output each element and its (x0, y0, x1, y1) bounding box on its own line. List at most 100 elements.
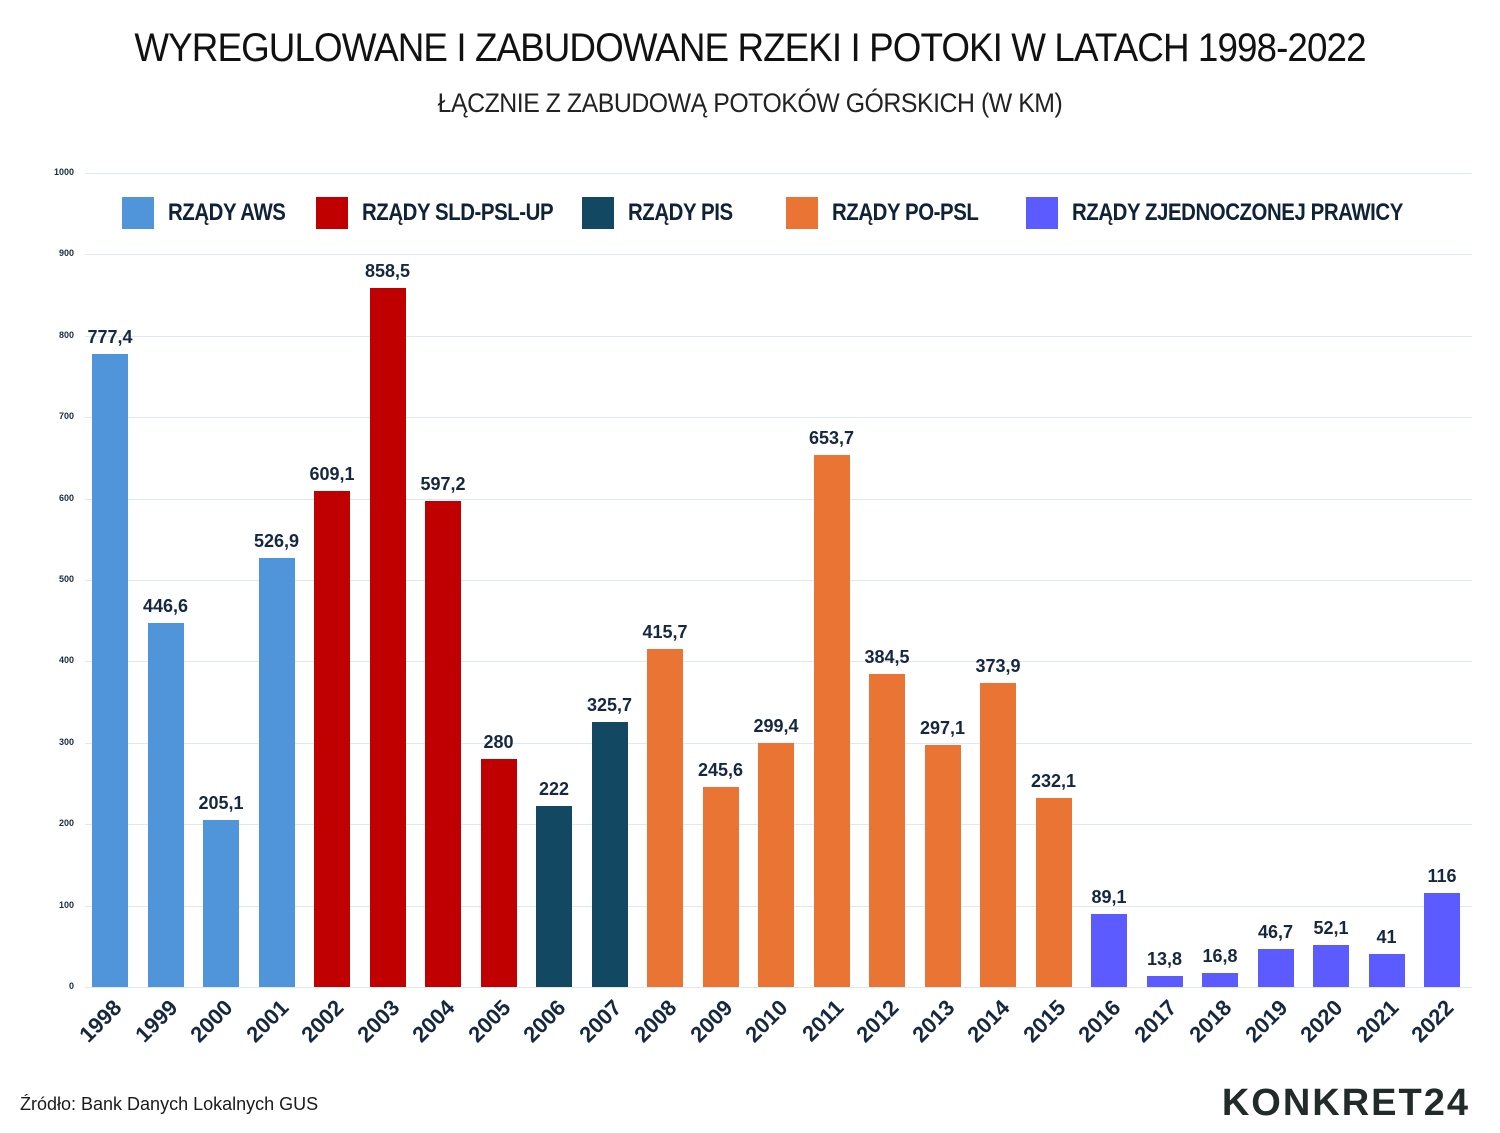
y-tick-label: 200 (58, 818, 74, 829)
bar-2007 (591, 721, 628, 987)
x-tick-label: 2022 (1406, 994, 1459, 1048)
bar-2001 (258, 558, 295, 987)
bar-value-label: 777,4 (87, 327, 133, 348)
x-tick-label: 2009 (684, 994, 737, 1048)
bar-value-label: 52,1 (1313, 917, 1349, 938)
y-tick-label: 1000 (53, 167, 74, 177)
bar-2016 (1091, 914, 1127, 987)
bar-2015 (1035, 798, 1072, 987)
bar-value-label: 325,7 (586, 694, 633, 715)
bar-2011 (813, 454, 850, 987)
gridline (85, 987, 1472, 988)
bar-value-label: 205,1 (198, 793, 244, 814)
legend-swatch (786, 197, 818, 229)
gridline (85, 580, 1472, 581)
bar-value-label: 46,7 (1257, 921, 1294, 942)
x-tick-label: 2007 (573, 994, 626, 1048)
x-tick-label: 2000 (185, 994, 238, 1048)
x-tick-label: 2001 (240, 994, 293, 1048)
legend-label: RZĄDY ZJEDNOCZONEJ PRAWICY (1072, 199, 1403, 226)
x-tick-label: 2018 (1184, 994, 1237, 1048)
bar-value-label: 297,1 (919, 718, 966, 739)
bar-2017 (1146, 975, 1183, 987)
bar-2005 (480, 759, 517, 987)
x-tick-label: 2014 (962, 994, 1015, 1048)
bar-2019 (1257, 948, 1294, 987)
y-tick-label: 800 (58, 329, 74, 340)
x-tick-label: 1998 (74, 994, 127, 1048)
bar-2022 (1424, 892, 1460, 987)
bar-2014 (980, 682, 1016, 987)
legend-label: RZĄDY PO-PSL (832, 199, 979, 226)
konkret24-logo: KONKRET24 (1221, 1082, 1470, 1124)
x-tick-label: 2020 (1295, 994, 1348, 1048)
bar-value-label: 41 (1376, 926, 1397, 947)
bar-2009 (702, 787, 739, 987)
bar-value-label: 415,7 (642, 621, 688, 642)
bar-value-label: 373,9 (975, 655, 1021, 676)
bar-value-label: 280 (483, 732, 514, 753)
y-tick-label: 300 (58, 736, 74, 747)
gridline (85, 498, 1472, 500)
gridline (85, 417, 1472, 419)
y-tick-label: 700 (58, 411, 74, 422)
bar-2018 (1202, 973, 1238, 987)
x-tick-label: 2011 (796, 994, 848, 1047)
x-tick-label: 2021 (1350, 994, 1403, 1048)
bar-value-label: 597,2 (420, 473, 466, 494)
legend-item: RZĄDY PIS (582, 196, 751, 230)
bar-value-label: 384,5 (864, 647, 910, 668)
bar-value-label: 446,6 (142, 596, 189, 617)
bar-1998 (92, 354, 128, 987)
gridline (85, 254, 1472, 256)
bar-2002 (314, 491, 350, 987)
source-note: Źródło: Bank Danych Lokalnych GUS (20, 1094, 319, 1114)
bar-value-label: 116 (1427, 865, 1457, 886)
x-tick-label: 2016 (1073, 994, 1126, 1048)
bar-1999 (147, 623, 184, 987)
x-tick-label: 2003 (351, 994, 404, 1048)
x-tick-label: 2013 (906, 994, 959, 1048)
x-tick-label: 2012 (851, 994, 904, 1048)
x-tick-label: 2005 (462, 994, 515, 1048)
bar-value-label: 222 (538, 779, 570, 800)
bar-2006 (536, 806, 572, 987)
y-tick-label: 900 (58, 248, 74, 259)
bar-value-label: 653,7 (808, 427, 855, 448)
bar-2020 (1313, 944, 1349, 987)
legend-swatch (316, 197, 348, 229)
bar-2008 (647, 648, 683, 987)
bar-value-label: 13,8 (1146, 948, 1183, 969)
bar-value-label: 232,1 (1030, 771, 1077, 792)
x-tick-label: 2010 (740, 994, 793, 1048)
legend-item: RZĄDY ZJEDNOCZONEJ PRAWICY (1026, 196, 1461, 230)
x-tick-label: 2017 (1128, 994, 1181, 1048)
bar-value-label: 245,6 (697, 760, 744, 781)
bar-value-label: 16,8 (1202, 946, 1238, 967)
x-tick-label: 2019 (1239, 994, 1292, 1048)
chart-subtitle: ŁĄCZNIE Z ZABUDOWĄ POTOKÓW GÓRSKICH (W K… (437, 88, 1063, 118)
legend-label: RZĄDY AWS (168, 199, 286, 226)
x-tick-label: 2002 (296, 994, 349, 1048)
x-tick-label: 2004 (407, 994, 460, 1048)
bar-value-label: 858,5 (364, 261, 411, 282)
legend-swatch (122, 197, 154, 229)
y-tick-label: 500 (58, 574, 74, 584)
y-tick-label: 600 (58, 492, 74, 503)
x-tick-label: 2008 (629, 994, 682, 1048)
bar-value-label: 526,9 (253, 531, 300, 552)
legend-swatch (582, 197, 614, 229)
legend-item: RZĄDY AWS (122, 196, 306, 230)
gridline (85, 173, 1472, 174)
x-tick-label: 1999 (129, 994, 182, 1048)
gridline (85, 335, 1472, 337)
legend-item: RZĄDY PO-PSL (786, 196, 1004, 230)
chart-title: WYREGULOWANE I ZABUDOWANE RZEKI I POTOKI… (134, 26, 1366, 70)
legend-label: RZĄDY SLD-PSL-UP (362, 199, 554, 226)
gridline (85, 661, 1472, 663)
bar-value-label: 609,1 (309, 464, 355, 485)
legend-label: RZĄDY PIS (628, 199, 733, 226)
x-tick-label: 2015 (1017, 994, 1070, 1048)
y-tick-label: 0 (68, 981, 74, 991)
bar-2004 (425, 500, 461, 987)
